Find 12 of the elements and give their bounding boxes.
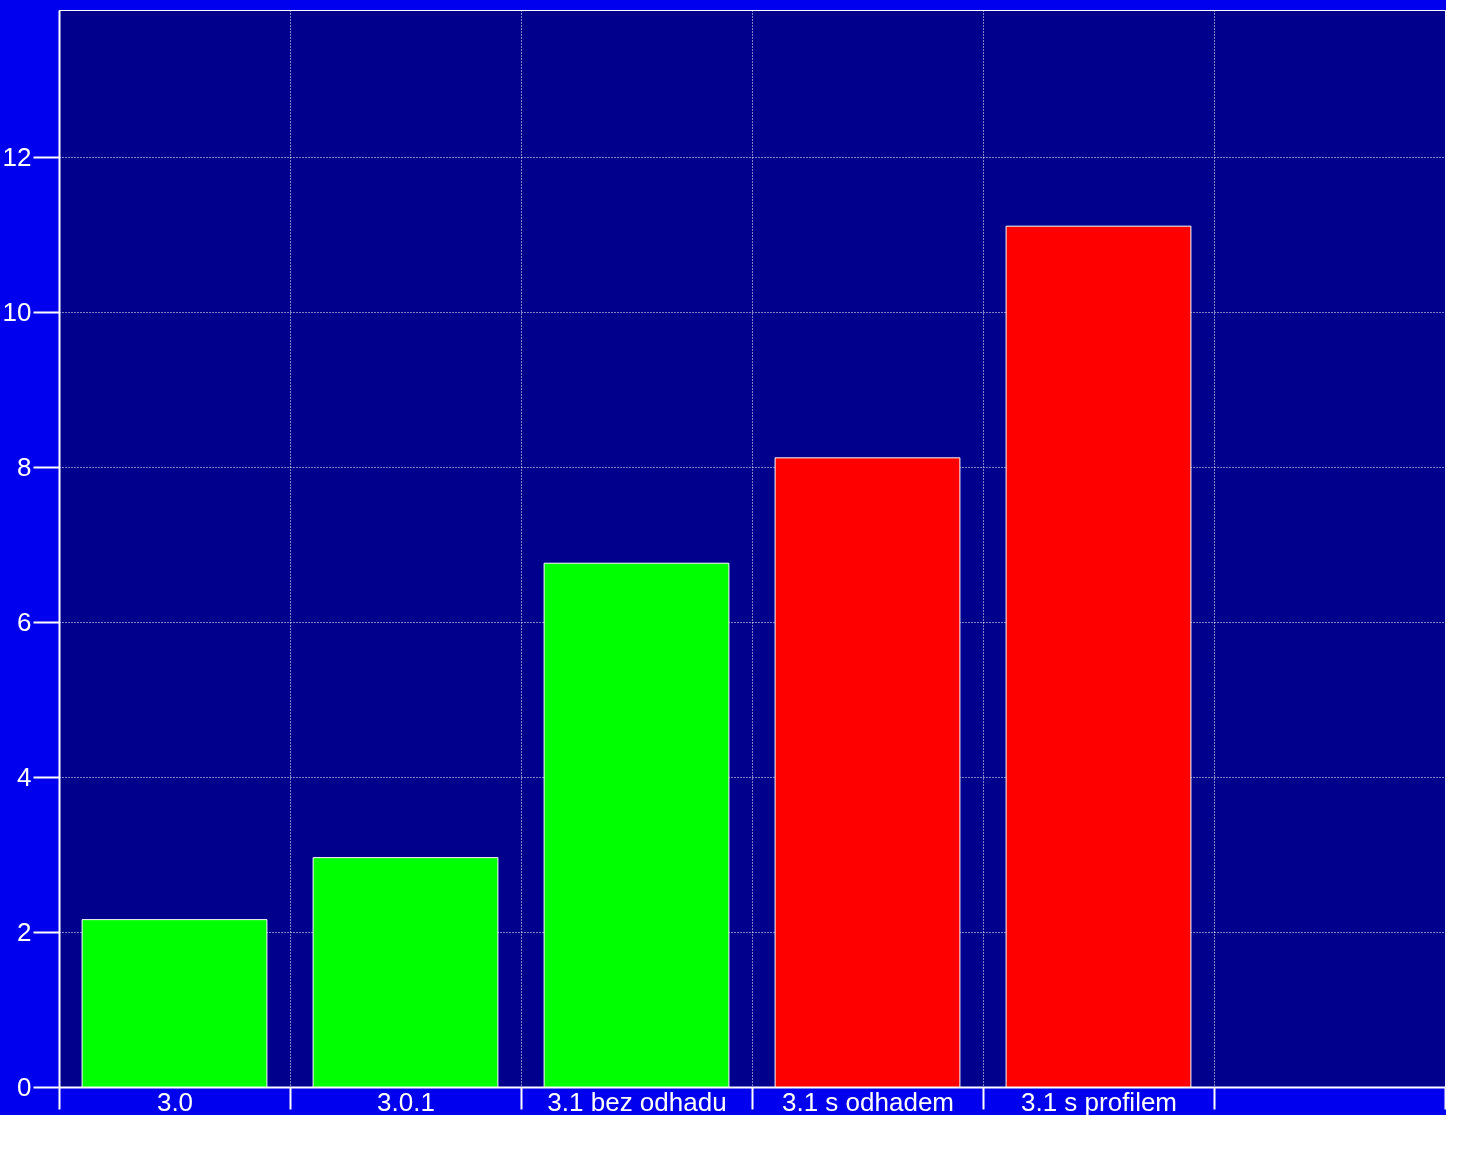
y-tick-label: 6 — [17, 606, 32, 637]
y-tick-label: 8 — [17, 451, 32, 482]
y-tick-label: 0 — [17, 1071, 32, 1102]
x-tick-label: 3.1 bez odhadu — [547, 1086, 727, 1117]
y-tick-label: 2 — [17, 916, 32, 947]
y-tick-label: 10 — [2, 296, 32, 327]
y-tick-label: 4 — [17, 761, 32, 792]
x-tick-label: 3.0 — [156, 1086, 194, 1117]
x-tick-label: 3.1 s profilem — [1020, 1086, 1178, 1117]
y-tick-label: 12 — [2, 141, 32, 172]
x-tick-label: 3.0.1 — [377, 1086, 435, 1117]
x-tick-label: 3.1 s odhadem — [781, 1086, 955, 1117]
